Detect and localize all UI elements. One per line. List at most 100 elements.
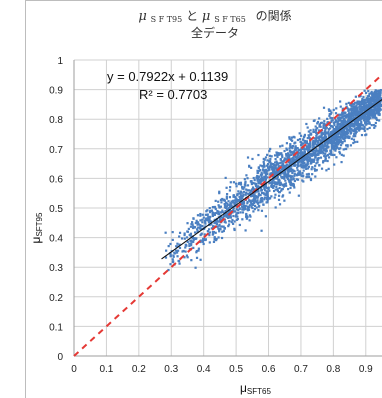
- data-point: [348, 112, 351, 115]
- data-point: [208, 207, 211, 210]
- data-point: [361, 111, 364, 114]
- data-point: [333, 146, 336, 150]
- data-point: [363, 99, 366, 102]
- data-point: [356, 140, 359, 143]
- data-point: [247, 208, 251, 211]
- data-point: [278, 162, 281, 165]
- data-point: [338, 147, 341, 150]
- data-point: [355, 106, 358, 109]
- data-point: [343, 131, 347, 134]
- data-point: [341, 111, 344, 114]
- data-point: [288, 137, 291, 140]
- data-point: [362, 112, 365, 116]
- data-point: [289, 176, 293, 179]
- data-point: [373, 102, 376, 106]
- data-point: [275, 185, 278, 188]
- data-point: [264, 183, 268, 186]
- data-point: [346, 132, 349, 135]
- data-point: [333, 163, 336, 166]
- data-point: [378, 119, 381, 122]
- data-point: [341, 137, 344, 140]
- data-point: [223, 204, 227, 207]
- data-point: [375, 98, 379, 101]
- data-point: [371, 116, 374, 119]
- data-point: [240, 195, 243, 198]
- data-point: [256, 202, 260, 205]
- data-point: [369, 96, 372, 99]
- data-point: [368, 105, 371, 108]
- data-point: [280, 172, 283, 175]
- data-point: [228, 196, 232, 199]
- data-point: [319, 125, 322, 128]
- data-point: [296, 169, 299, 172]
- data-point: [324, 141, 327, 144]
- data-point: [349, 144, 352, 147]
- data-point: [285, 154, 288, 157]
- data-point: [300, 153, 304, 156]
- data-point: [227, 225, 230, 228]
- data-point: [167, 268, 170, 272]
- data-point: [296, 155, 299, 158]
- data-point: [280, 164, 283, 168]
- data-point: [263, 171, 266, 174]
- data-point: [315, 136, 318, 140]
- data-point: [256, 179, 259, 182]
- data-point: [251, 203, 255, 206]
- data-point: [289, 168, 293, 171]
- data-point: [306, 155, 310, 159]
- data-point: [322, 139, 326, 142]
- data-point: [339, 100, 342, 103]
- data-point: [234, 210, 237, 213]
- data-point: [309, 162, 312, 165]
- data-point: [267, 187, 270, 191]
- data-point: [291, 152, 294, 155]
- data-point: [227, 200, 230, 203]
- data-point: [197, 222, 200, 226]
- data-point: [324, 125, 328, 129]
- data-point: [316, 157, 319, 160]
- data-point: [275, 151, 278, 154]
- data-point: [246, 202, 249, 205]
- data-point: [377, 101, 380, 104]
- data-point: [189, 234, 192, 237]
- data-point: [277, 179, 280, 182]
- data-point: [367, 97, 370, 100]
- data-point: [307, 165, 311, 168]
- data-point: [348, 136, 351, 140]
- data-point: [312, 144, 315, 148]
- data-point: [370, 124, 373, 127]
- data-point: [348, 128, 351, 131]
- data-point: [350, 124, 353, 127]
- data-point: [319, 121, 323, 125]
- data-point: [192, 226, 195, 230]
- data-point: [248, 199, 251, 202]
- data-point: [302, 156, 305, 159]
- data-point: [312, 128, 315, 131]
- data-point: [266, 153, 269, 156]
- data-point: [289, 182, 292, 186]
- data-point: [239, 190, 243, 193]
- data-point: [354, 131, 357, 134]
- data-point: [289, 180, 292, 183]
- data-point: [370, 90, 373, 94]
- data-point: [374, 99, 377, 103]
- data-point: [248, 214, 251, 217]
- data-point: [277, 166, 280, 169]
- data-point: [281, 166, 285, 169]
- data-point: [349, 117, 352, 120]
- data-point: [342, 134, 345, 137]
- data-point: [257, 205, 260, 208]
- data-point: [172, 254, 175, 257]
- data-point: [182, 249, 185, 253]
- data-point: [247, 193, 250, 196]
- data-point: [218, 228, 221, 231]
- data-point: [283, 199, 286, 202]
- data-point: [330, 153, 333, 156]
- data-point: [331, 139, 334, 143]
- data-point: [184, 246, 187, 249]
- data-point: [326, 159, 329, 163]
- data-point: [337, 119, 341, 122]
- data-point: [323, 154, 326, 158]
- data-point: [334, 112, 338, 115]
- data-point: [195, 249, 198, 253]
